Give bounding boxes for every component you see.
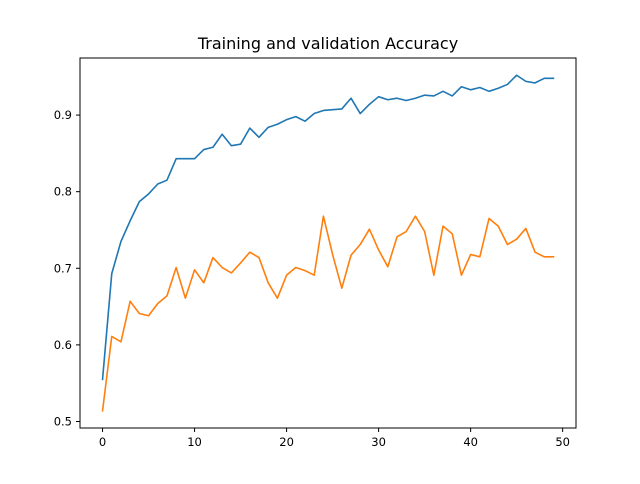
x-tick-label: 30 xyxy=(371,435,386,449)
x-tick-label: 40 xyxy=(463,435,478,449)
y-tick-label: 0.6 xyxy=(54,338,72,352)
x-tick-label: 20 xyxy=(279,435,294,449)
y-tick-label: 0.8 xyxy=(54,185,72,199)
y-tick-label: 0.7 xyxy=(54,261,72,275)
x-tick-label: 50 xyxy=(555,435,570,449)
chart-title: Training and validation Accuracy xyxy=(197,34,458,53)
x-tick-label: 10 xyxy=(187,435,202,449)
y-tick-label: 0.5 xyxy=(54,414,72,428)
y-tick-label: 0.9 xyxy=(54,108,72,122)
x-tick-label: 0 xyxy=(99,435,106,449)
